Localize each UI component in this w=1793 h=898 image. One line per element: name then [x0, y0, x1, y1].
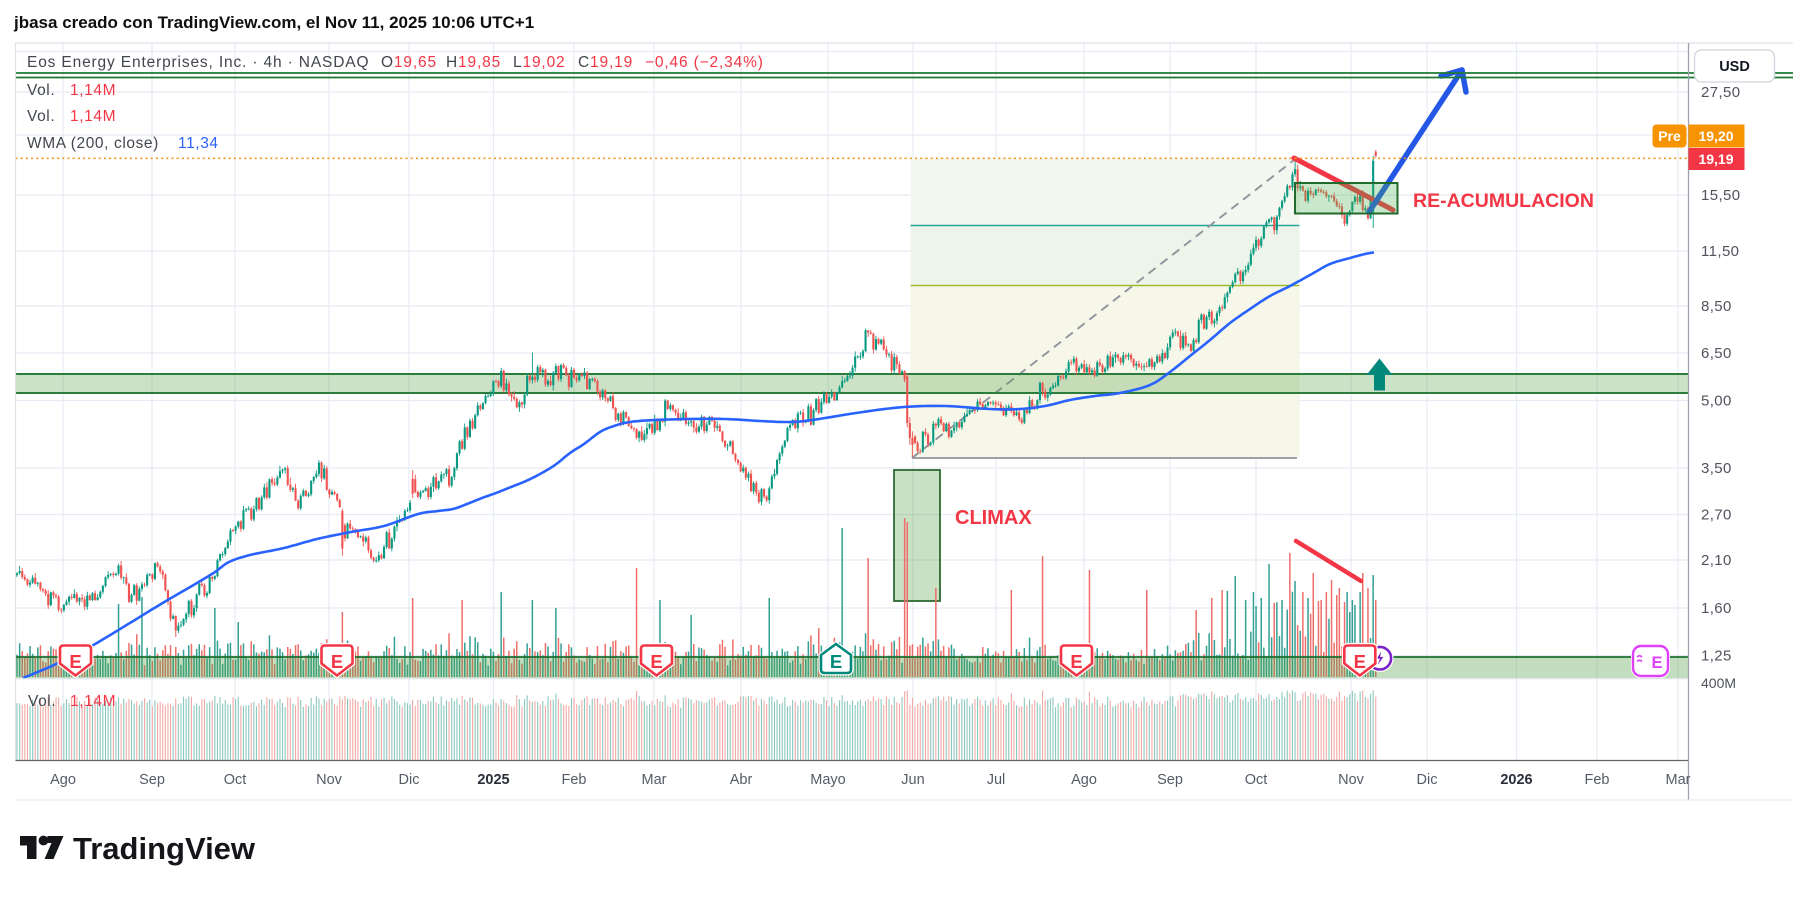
svg-text:E: E: [331, 651, 343, 672]
svg-text:E: E: [650, 651, 662, 672]
svg-text:E: E: [1354, 651, 1366, 672]
svg-text:jbasa creado con TradingView.c: jbasa creado con TradingView.com, el Nov…: [13, 13, 534, 32]
svg-text:E: E: [1651, 654, 1662, 672]
svg-text:TradingView: TradingView: [73, 831, 256, 866]
svg-text:27,50: 27,50: [1701, 84, 1741, 101]
svg-text:2,70: 2,70: [1701, 507, 1732, 524]
svg-text:1,25: 1,25: [1701, 648, 1732, 665]
svg-text:2,10: 2,10: [1701, 552, 1732, 569]
svg-text:11,50: 11,50: [1701, 243, 1739, 260]
svg-text:Oct: Oct: [1245, 772, 1268, 788]
svg-text:Jul: Jul: [987, 772, 1006, 788]
svg-text:Jun: Jun: [901, 772, 924, 788]
svg-text:Vol.1,14M: Vol. 1,14M: [27, 108, 116, 125]
svg-text:Ago: Ago: [1071, 772, 1097, 788]
svg-text:19,19: 19,19: [1698, 151, 1733, 167]
svg-text:Ago: Ago: [50, 772, 76, 788]
svg-text:Vol.1,14M: Vol. 1,14M: [27, 82, 116, 99]
svg-text:Eos Energy Enterprises, Inc. ·: Eos Energy Enterprises, Inc. · 4h · NASD…: [27, 54, 764, 71]
svg-text:Mar: Mar: [642, 772, 667, 788]
svg-text:Pre: Pre: [1658, 128, 1681, 144]
svg-text:Abr: Abr: [730, 772, 753, 788]
svg-text:Mar: Mar: [1666, 772, 1691, 788]
svg-text:2026: 2026: [1500, 772, 1532, 788]
svg-text:3,50: 3,50: [1701, 460, 1732, 477]
svg-text:Feb: Feb: [1585, 772, 1610, 788]
svg-text:WMA (200, close)11,34: WMA (200, close) 11,34: [27, 135, 219, 152]
svg-text:Sep: Sep: [1157, 772, 1183, 788]
svg-text:RE-ACUMULACION: RE-ACUMULACION: [1413, 190, 1594, 212]
svg-text:Feb: Feb: [562, 772, 587, 788]
svg-text:Nov: Nov: [316, 772, 343, 788]
svg-text:1,60: 1,60: [1701, 600, 1732, 617]
svg-text:Oct: Oct: [224, 772, 247, 788]
svg-text:Mayo: Mayo: [810, 772, 845, 788]
svg-text:400M: 400M: [1701, 675, 1736, 691]
svg-text:CLIMAX: CLIMAX: [955, 507, 1032, 529]
svg-text:5,00: 5,00: [1701, 393, 1732, 410]
svg-text:E: E: [1070, 651, 1082, 672]
svg-text:Sep: Sep: [139, 772, 165, 788]
svg-text:USD: USD: [1719, 59, 1750, 75]
svg-text:E: E: [830, 651, 842, 672]
svg-text:6,50: 6,50: [1701, 345, 1732, 362]
svg-text:E: E: [69, 651, 81, 672]
svg-text:Dic: Dic: [1417, 772, 1438, 788]
svg-text:19,20: 19,20: [1698, 128, 1733, 144]
svg-text:Nov: Nov: [1338, 772, 1365, 788]
svg-text:8,50: 8,50: [1701, 298, 1732, 315]
svg-text:15,50: 15,50: [1701, 187, 1741, 204]
svg-text:2025: 2025: [477, 772, 509, 788]
svg-text:Dic: Dic: [399, 772, 420, 788]
svg-text:Vol.1,14M: Vol. 1,14M: [28, 693, 116, 710]
